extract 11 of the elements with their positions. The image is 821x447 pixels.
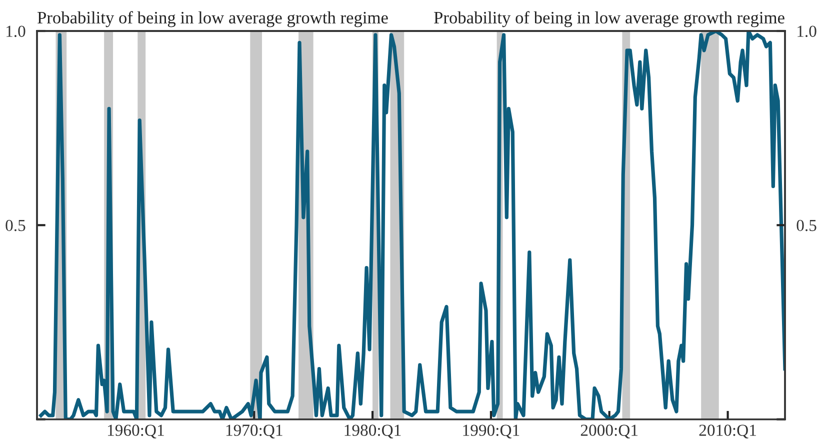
- y2-tick-label: 1.0: [798, 26, 816, 38]
- line-series: [39, 31, 785, 420]
- y-axis-title: Probability of being in low average growth regime: [38, 11, 388, 28]
- x-tick-label: 1990:Q1: [463, 424, 520, 438]
- x-tick-label: 2000:Q1: [580, 424, 638, 438]
- x-tick-label: 2010:Q1: [699, 424, 756, 438]
- x-tick-label: 1980:Q1: [344, 424, 401, 438]
- x-tick-label: 1970:Q1: [226, 424, 282, 438]
- y2-tick-label: 0.5: [796, 220, 816, 232]
- x-tick-label: 1960:Q1: [108, 424, 164, 438]
- y2-axis-title: Probability of being in low average growth regime: [434, 11, 784, 28]
